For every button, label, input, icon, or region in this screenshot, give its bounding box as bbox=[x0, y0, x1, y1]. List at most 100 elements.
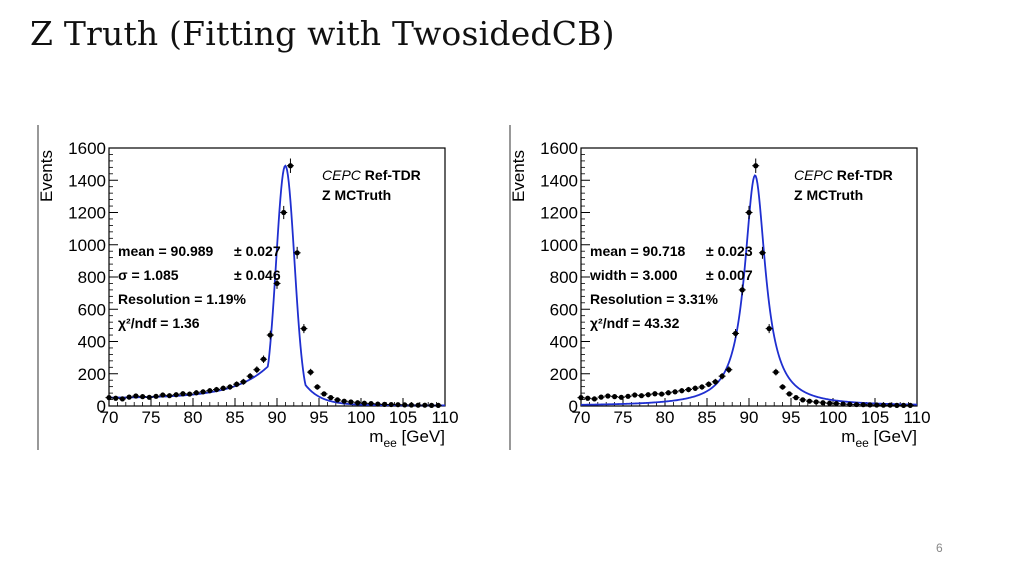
y-tick-label: 200 bbox=[550, 365, 578, 384]
x-tick-label: 80 bbox=[656, 408, 675, 427]
data-point bbox=[294, 250, 300, 256]
data-point bbox=[234, 381, 240, 387]
x-tick-label: 70 bbox=[100, 408, 119, 427]
data-point bbox=[119, 396, 126, 402]
data-point bbox=[207, 388, 213, 394]
data-point bbox=[739, 287, 745, 293]
data-point bbox=[585, 395, 591, 401]
x-tick-label: 110 bbox=[431, 408, 458, 427]
data-point bbox=[874, 402, 880, 408]
x-axis-title: mee [GeV] bbox=[841, 427, 917, 450]
data-point bbox=[706, 381, 712, 387]
data-point bbox=[146, 394, 152, 400]
fit-param-text: χ²/ndf = 43.32 bbox=[590, 315, 680, 331]
data-point bbox=[355, 400, 361, 406]
y-tick-label: 1400 bbox=[68, 171, 106, 190]
y-tick-label: 1000 bbox=[68, 236, 106, 255]
data-point bbox=[153, 393, 159, 399]
data-point bbox=[274, 280, 280, 287]
data-point bbox=[665, 390, 671, 396]
data-point bbox=[368, 400, 374, 407]
page-number: 6 bbox=[936, 541, 943, 555]
y-tick-label: 400 bbox=[550, 333, 578, 352]
data-point bbox=[652, 391, 658, 397]
x-tick-label: 100 bbox=[819, 408, 847, 427]
x-tick-label: 75 bbox=[614, 408, 633, 427]
data-point bbox=[281, 209, 287, 216]
data-point bbox=[126, 394, 132, 400]
data-point bbox=[200, 389, 206, 395]
data-point bbox=[334, 397, 341, 403]
fit-param-text: mean = 90.718 bbox=[590, 243, 686, 259]
fit-param-error: ± 0.007 bbox=[706, 267, 753, 283]
data-point bbox=[220, 385, 226, 391]
x-tick-label: 80 bbox=[184, 408, 203, 427]
data-point bbox=[672, 389, 678, 395]
fit-param-text: width = 3.000 bbox=[589, 267, 678, 283]
data-point bbox=[314, 384, 320, 390]
data-point bbox=[900, 402, 907, 408]
data-point bbox=[618, 394, 624, 400]
y-tick-label: 600 bbox=[550, 300, 578, 319]
y-tick-label: 400 bbox=[78, 333, 106, 352]
data-point bbox=[308, 369, 314, 375]
data-point bbox=[894, 402, 900, 408]
x-tick-label: 85 bbox=[698, 408, 717, 427]
data-point bbox=[348, 399, 354, 405]
x-tick-label: 75 bbox=[142, 408, 161, 427]
data-point bbox=[827, 400, 833, 406]
fit-param-error: ± 0.046 bbox=[234, 267, 281, 283]
slide-title: Z Truth (Fitting with TwosidedCB) bbox=[30, 14, 615, 53]
x-tick-label: 110 bbox=[903, 408, 930, 427]
y-tick-label: 0 bbox=[97, 397, 106, 416]
sample-label: Z MCTruth bbox=[794, 187, 863, 203]
data-point bbox=[746, 209, 752, 216]
data-point bbox=[435, 402, 441, 408]
data-point bbox=[880, 402, 886, 408]
data-point bbox=[598, 394, 604, 400]
data-point bbox=[361, 400, 367, 406]
data-point bbox=[853, 401, 860, 408]
data-point bbox=[267, 332, 273, 338]
y-tick-label: 800 bbox=[550, 268, 578, 287]
data-point bbox=[766, 326, 772, 332]
y-tick-label: 1000 bbox=[540, 236, 578, 255]
x-axis-title: mee [GeV] bbox=[369, 427, 445, 450]
data-point bbox=[605, 393, 611, 399]
data-point bbox=[645, 392, 651, 398]
fit-param-text: χ²/ndf = 1.36 bbox=[118, 315, 200, 331]
x-tick-label: 95 bbox=[310, 408, 329, 427]
data-point bbox=[321, 391, 327, 397]
data-point bbox=[732, 330, 739, 337]
x-tick-label: 70 bbox=[572, 408, 591, 427]
y-tick-label: 1600 bbox=[540, 139, 578, 158]
data-point bbox=[753, 163, 759, 169]
data-point bbox=[402, 402, 408, 408]
y-tick-label: 200 bbox=[78, 365, 106, 384]
data-point bbox=[166, 393, 173, 399]
data-point bbox=[193, 390, 199, 396]
data-point bbox=[415, 402, 421, 408]
data-point bbox=[408, 402, 414, 408]
data-point bbox=[659, 391, 665, 397]
data-point bbox=[260, 356, 267, 362]
data-point bbox=[773, 369, 779, 375]
data-point bbox=[685, 386, 692, 393]
fit-param-text: Resolution = 1.19% bbox=[118, 291, 247, 307]
data-point bbox=[699, 384, 705, 390]
data-point bbox=[247, 373, 253, 379]
data-point bbox=[106, 395, 112, 401]
x-tick-label: 95 bbox=[782, 408, 801, 427]
data-point bbox=[719, 373, 725, 379]
left-fit-plot: 70 75 80 85 90 95 100 105 110 0 200 400 600 800 1000 12… bbox=[37, 125, 459, 450]
data-point bbox=[780, 384, 786, 390]
x-tick-label: 90 bbox=[740, 408, 759, 427]
y-tick-label: 0 bbox=[569, 397, 578, 416]
data-point bbox=[428, 402, 435, 408]
data-point bbox=[113, 395, 119, 401]
y-tick-label: 800 bbox=[78, 268, 106, 287]
data-point bbox=[679, 388, 685, 394]
data-point bbox=[632, 392, 638, 398]
data-point bbox=[187, 391, 193, 397]
sample-label: Z MCTruth bbox=[322, 187, 391, 203]
